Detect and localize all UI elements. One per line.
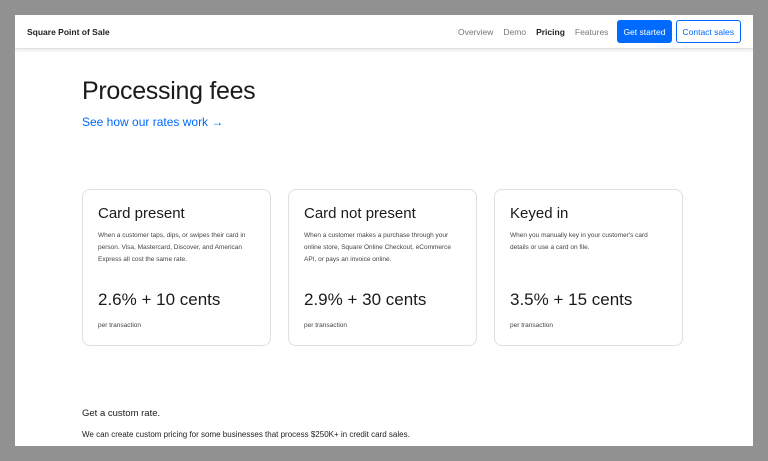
card-description: When you manually key in your customer's… — [510, 232, 648, 251]
fee-card-card-not-present: Card not present When a customer makes a… — [288, 189, 477, 346]
top-nav: Square Point of Sale Overview Demo Prici… — [15, 15, 753, 49]
card-title: Card not present — [304, 205, 416, 222]
nav-pricing[interactable]: Pricing — [536, 26, 565, 37]
card-unit: per transaction — [304, 322, 347, 329]
custom-rate-title: Get a custom rate. — [82, 408, 161, 419]
browser-window: Square Point of Sale Overview Demo Prici… — [15, 15, 753, 446]
card-price: 2.9% + 30 cents — [304, 290, 427, 309]
brand-logo[interactable]: Square Point of Sale — [27, 26, 110, 37]
card-price: 2.6% + 10 cents — [98, 290, 221, 309]
card-description: When a customer makes a purchase through… — [304, 232, 452, 263]
nav-demo[interactable]: Demo — [503, 26, 527, 37]
fee-card-keyed-in: Keyed in When you manually key in your c… — [494, 189, 683, 346]
contact-sales-button[interactable]: Contact sales — [675, 20, 741, 43]
nav-links: Overview Demo Pricing Features Get start… — [448, 20, 741, 43]
nav-features[interactable]: Features — [574, 26, 609, 37]
fee-card-card-present: Card present When a customer taps, dips,… — [82, 189, 271, 346]
card-price: 3.5% + 15 cents — [510, 290, 633, 309]
card-unit: per transaction — [98, 322, 141, 329]
page-title: Processing fees — [82, 77, 256, 105]
rates-link[interactable]: See how our rates work → — [82, 115, 224, 129]
nav-overview[interactable]: Overview — [457, 26, 494, 37]
card-description: When a customer taps, dips, or swipes th… — [98, 232, 246, 263]
card-title: Card present — [98, 205, 185, 222]
get-started-button[interactable]: Get started — [617, 20, 672, 43]
card-unit: per transaction — [510, 322, 553, 329]
card-title: Keyed in — [510, 205, 569, 222]
custom-rate-text: We can create custom pricing for some bu… — [82, 430, 410, 439]
